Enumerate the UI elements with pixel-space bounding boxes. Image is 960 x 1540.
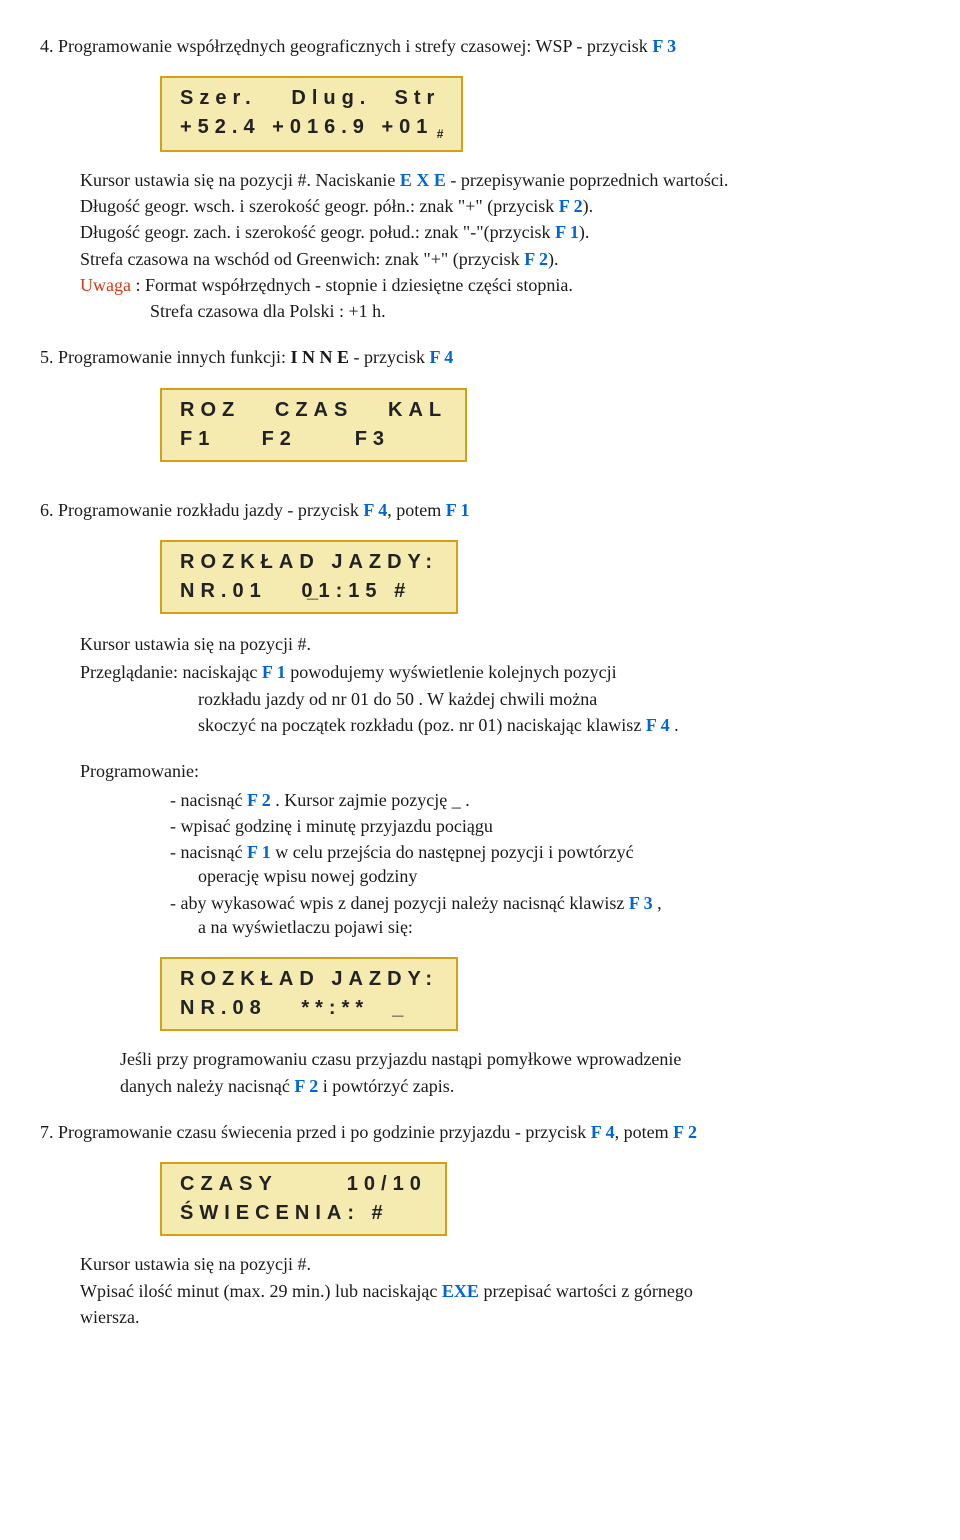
s4-p1-post: - przepisywanie poprzednich wartości. [446, 170, 728, 190]
section5-heading: 5. Programowanie innych funkcji: I N N E… [40, 345, 920, 369]
s6-li1c: . Kursor zajmie pozycję _ . [271, 790, 470, 810]
section4-heading: 4. Programowanie współrzędnych geografic… [40, 34, 920, 58]
section7-heading: 7. Programowanie czasu świecenia przed i… [40, 1120, 920, 1144]
s6-browse-l2: rozkładu jazdy od nr 01 do 50 . W każdej… [198, 687, 920, 711]
lcd-rozklad-2: ROZKŁAD JAZDY: NR.08 **:** _ [160, 957, 458, 1031]
s6-li3a: - nacisnąć [170, 842, 247, 862]
s6-prog-list: - nacisnąć F 2 . Kursor zajmie pozycję _… [40, 788, 920, 940]
key-f2-a: F 2 [559, 196, 583, 216]
s4-p3c: ). [579, 222, 590, 242]
lcd-coords-line2: +52.4 +016.9 +01 [180, 116, 433, 138]
s6-bc: powodujemy wyświetlenie kolejnych pozycj… [286, 662, 617, 682]
s4-p4a: Strefa czasowa na wschód od Greenwich: z… [80, 249, 524, 269]
key-f4-d: F 4 [591, 1122, 615, 1142]
s7-p1: Kursor ustawia się na pozycji #. [80, 1252, 920, 1276]
s6-browse-l3: skoczyć na początek rozkładu (poz. nr 01… [198, 713, 920, 737]
key-f1-c: F 1 [262, 662, 286, 682]
lcd-rozklad-1: ROZKŁAD JAZDY: NR.01 0̲1:15 # [160, 540, 458, 614]
lcd-roz1-l1: ROZKŁAD JAZDY: [180, 551, 438, 573]
s6-hc: , potem [387, 500, 446, 520]
key-f3-b: F 3 [629, 893, 653, 913]
s7-p3: wiersza. [80, 1305, 920, 1329]
s6-li4d: a na wyświetlaczu pojawi się: [184, 917, 413, 937]
s4-cursor-note: Kursor ustawia się na pozycji #. Naciska… [80, 168, 920, 192]
s7-hc: , potem [615, 1122, 674, 1142]
s6-bl3a: skoczyć na początek rozkładu (poz. nr 01… [198, 715, 646, 735]
s4-p2c: ). [583, 196, 594, 216]
lcd-cursor-hash: # [433, 127, 443, 141]
s6-li4c: , [653, 893, 662, 913]
lcd-inne-l1: ROZ CZAS KAL [180, 399, 447, 421]
key-f4-b: F 4 [363, 500, 387, 520]
key-f2-d: F 2 [294, 1076, 318, 1096]
s6-li3c: w celu przejścia do następnej pozycji i … [271, 842, 634, 862]
key-f1-a: F 1 [555, 222, 579, 242]
lcd-roz2-l1: ROZKŁAD JAZDY: [180, 968, 438, 990]
key-f4-c: F 4 [646, 715, 670, 735]
s6-cursor: Kursor ustawia się na pozycji #. [80, 632, 920, 656]
s6-li4: - aby wykasować wpis z danej pozycji nal… [170, 891, 920, 940]
s6-li1a: - nacisnąć [170, 790, 247, 810]
s6-li4a: - aby wykasować wpis z danej pozycji nal… [170, 893, 629, 913]
section6-heading: 6. Programowanie rozkładu jazdy - przyci… [40, 498, 920, 522]
s5-ha: 5. Programowanie innych funkcji: [40, 347, 290, 367]
s7-ha: 7. Programowanie czasu świecenia przed i… [40, 1122, 591, 1142]
s6-li3: - nacisnąć F 1 w celu przejścia do nastę… [170, 840, 920, 889]
s4-p1-pre: Kursor ustawia się na pozycji #. Naciska… [80, 170, 400, 190]
s6-ba: naciskając [178, 662, 262, 682]
lcd-coords-line1: Szer. Dlug. Str [180, 87, 440, 109]
s6-browse-label: Przeglądanie: [80, 662, 178, 682]
s6-browse: Przeglądanie: naciskając F 1 powodujemy … [80, 660, 920, 684]
s6-tb3: i powtórzyć zapis. [318, 1076, 454, 1096]
s5-inne: I N N E [290, 347, 349, 367]
uwaga-label: Uwaga [80, 275, 131, 295]
s4-uwaga: Uwaga : Format współrzędnych - stopnie i… [80, 273, 920, 297]
s6-tail-a: Jeśli przy programowaniu czasu przyjazdu… [120, 1047, 920, 1071]
key-exe-b: EXE [442, 1281, 479, 1301]
s5-hc: - przycisk [349, 347, 429, 367]
s4-p2a: Długość geogr. wsch. i szerokość geogr. … [80, 196, 559, 216]
key-exe: E X E [400, 170, 446, 190]
s6-li2: - wpisać godzinę i minutę przyjazdu poci… [170, 814, 920, 838]
s6-li1: - nacisnąć F 2 . Kursor zajmie pozycję _… [170, 788, 920, 812]
key-f1-b: F 1 [446, 500, 470, 520]
s4-p5rest: : Format współrzędnych - stopnie i dzies… [131, 275, 573, 295]
s6-bl3c: . [670, 715, 679, 735]
s7-p2c: przepisać wartości z górnego [479, 1281, 693, 1301]
s6-tail-b: danych należy nacisnąć F 2 i powtórzyć z… [120, 1074, 920, 1098]
key-f2-e: F 2 [673, 1122, 697, 1142]
lcd-inne-l2: F1 F2 F3 [180, 428, 390, 450]
s4-p6: Strefa czasowa dla Polski : +1 h. [150, 299, 920, 323]
s4-p3a: Długość geogr. zach. i szerokość geogr. … [80, 222, 555, 242]
lcd-czasy-l1: CZASY 10/10 [180, 1173, 427, 1195]
s6-li3d: operację wpisu nowej godziny [184, 866, 417, 886]
s4-p4: Strefa czasowa na wschód od Greenwich: z… [80, 247, 920, 271]
lcd-coords: Szer. Dlug. Str +52.4 +016.9 +01 # [160, 76, 463, 151]
s4-p4c: ). [548, 249, 559, 269]
s7-p2a: Wpisać ilość minut (max. 29 min.) lub na… [80, 1281, 442, 1301]
key-f4-a: F 4 [429, 347, 453, 367]
s6-ha: 6. Programowanie rozkładu jazdy - przyci… [40, 500, 363, 520]
lcd-czasy-l2: ŚWIECENIA: # [180, 1202, 389, 1224]
s4-p3: Długość geogr. zach. i szerokość geogr. … [80, 220, 920, 244]
section4-heading-text: 4. Programowanie współrzędnych geografic… [40, 36, 652, 56]
s4-p2: Długość geogr. wsch. i szerokość geogr. … [80, 194, 920, 218]
key-f3: F 3 [652, 36, 676, 56]
lcd-czasy: CZASY 10/10 ŚWIECENIA: # [160, 1162, 447, 1236]
lcd-roz1-l2: NR.01 0̲1:15 # [180, 580, 411, 602]
s6-prog-label: Programowanie: [80, 759, 920, 783]
lcd-inne: ROZ CZAS KAL F1 F2 F3 [160, 388, 467, 462]
s6-tb1: danych należy nacisnąć [120, 1076, 294, 1096]
key-f1-d: F 1 [247, 842, 271, 862]
s7-p2: Wpisać ilość minut (max. 29 min.) lub na… [80, 1279, 920, 1303]
key-f2-b: F 2 [524, 249, 548, 269]
key-f2-c: F 2 [247, 790, 271, 810]
lcd-roz2-l2: NR.08 **:** _ [180, 997, 409, 1019]
